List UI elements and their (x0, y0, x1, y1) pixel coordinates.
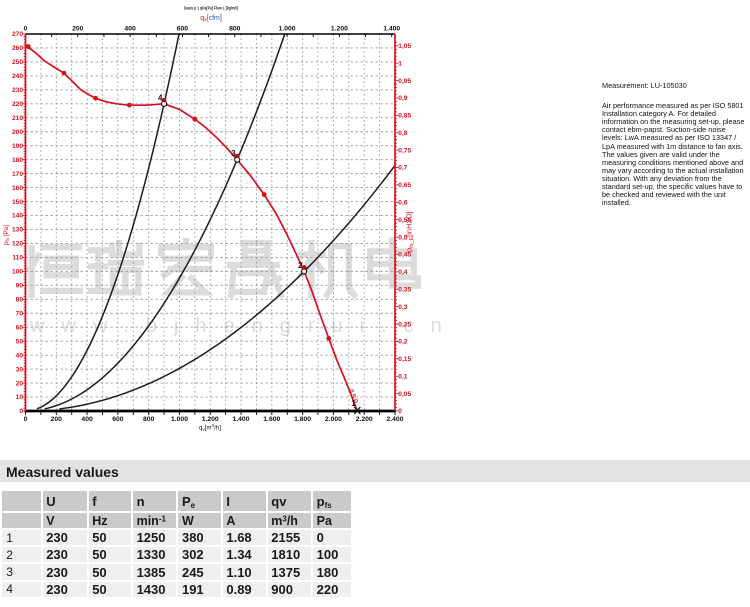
svg-text:260: 260 (12, 45, 23, 52)
svg-text:0,35: 0,35 (398, 286, 411, 293)
svg-text:0,2: 0,2 (398, 339, 407, 346)
svg-text:Davis p 1 qPa[Pa] Flow L [kg/m: Davis p 1 qPa[Pa] Flow L [kg/m3] (184, 6, 238, 11)
svg-text:10: 10 (16, 394, 24, 401)
svg-text:2: 2 (298, 261, 303, 270)
svg-text:www.bjhengrui.cn: www.bjhengrui.cn (29, 315, 459, 337)
svg-text:180: 180 (12, 157, 23, 164)
svg-text:150: 150 (12, 199, 23, 206)
svg-text:250: 250 (12, 59, 23, 66)
svg-text:400: 400 (124, 26, 136, 33)
svg-text:0,5: 0,5 (398, 234, 407, 241)
svg-text:0,25: 0,25 (398, 321, 411, 328)
svg-text:qv[cfm]: qv[cfm] (200, 15, 222, 23)
svg-text:160: 160 (12, 185, 23, 192)
svg-text:0: 0 (398, 408, 402, 415)
svg-text:4: 4 (158, 93, 163, 102)
svg-text:1.800: 1.800 (294, 416, 311, 423)
svg-text:190: 190 (12, 143, 23, 150)
svg-text:200: 200 (12, 129, 23, 136)
svg-text:0,05: 0,05 (398, 391, 411, 398)
svg-text:100: 100 (12, 269, 23, 276)
svg-text:0,15: 0,15 (398, 356, 411, 363)
svg-text:0,55: 0,55 (398, 217, 411, 224)
svg-text:170: 170 (12, 171, 23, 178)
svg-text:0: 0 (19, 408, 23, 415)
svg-text:240: 240 (12, 73, 23, 80)
svg-text:0,75: 0,75 (398, 147, 411, 154)
svg-text:70: 70 (16, 310, 24, 317)
svg-text:600: 600 (177, 26, 189, 33)
svg-text:2.400: 2.400 (386, 416, 403, 423)
svg-text:0,7: 0,7 (398, 165, 407, 172)
svg-text:140: 140 (12, 213, 23, 220)
svg-text:30: 30 (16, 366, 24, 373)
svg-text:1.000: 1.000 (279, 26, 296, 33)
svg-text:pfs [Pa]: pfs [Pa] (3, 225, 10, 245)
svg-text:90: 90 (16, 283, 24, 290)
svg-text:2.000: 2.000 (325, 416, 342, 423)
svg-text:270: 270 (12, 31, 23, 38)
svg-text:1.400: 1.400 (232, 416, 249, 423)
svg-text:1.000: 1.000 (171, 416, 188, 423)
svg-text:1.400: 1.400 (383, 26, 400, 33)
svg-text:120: 120 (12, 241, 23, 248)
svg-text:1,05: 1,05 (398, 43, 411, 50)
svg-text:0,95: 0,95 (398, 78, 411, 85)
svg-text:0,9: 0,9 (398, 95, 407, 102)
svg-text:400: 400 (81, 416, 93, 423)
svg-text:1.600: 1.600 (263, 416, 280, 423)
svg-text:40: 40 (16, 352, 24, 359)
svg-text:800: 800 (229, 26, 241, 33)
svg-text:110: 110 (12, 255, 23, 262)
svg-text:0,45: 0,45 (398, 252, 411, 259)
svg-text:0: 0 (24, 26, 28, 33)
svg-text:0,4: 0,4 (398, 269, 407, 276)
svg-text:800: 800 (143, 416, 155, 423)
svg-text:20: 20 (16, 380, 24, 387)
svg-text:3: 3 (231, 149, 236, 158)
svg-text:0,85: 0,85 (398, 113, 411, 120)
svg-text:1.200: 1.200 (331, 26, 348, 33)
svg-text:0,6: 0,6 (398, 200, 407, 207)
svg-text:80: 80 (16, 297, 24, 304)
svg-text:130: 130 (12, 227, 23, 234)
svg-text:1: 1 (398, 60, 402, 67)
svg-text:50: 50 (16, 338, 24, 345)
svg-text:qv[m3/h]: qv[m3/h] (199, 423, 221, 432)
svg-text:200: 200 (51, 416, 63, 423)
svg-text:220: 220 (12, 101, 23, 108)
svg-text:2.200: 2.200 (356, 416, 373, 423)
svg-text:pfs_E[inH2O]: pfs_E[inH2O] (405, 211, 415, 252)
svg-text:0,1: 0,1 (398, 373, 407, 380)
svg-text:230: 230 (12, 87, 23, 94)
svg-text:0: 0 (24, 416, 28, 423)
svg-text:0,65: 0,65 (398, 182, 411, 189)
svg-text:200: 200 (72, 26, 84, 33)
svg-text:1.200: 1.200 (202, 416, 219, 423)
svg-text:1: 1 (351, 399, 356, 408)
svg-text:210: 210 (12, 115, 23, 122)
svg-text:600: 600 (112, 416, 124, 423)
svg-text:0,8: 0,8 (398, 130, 407, 137)
svg-text:0,3: 0,3 (398, 304, 407, 311)
svg-text:60: 60 (16, 324, 24, 331)
